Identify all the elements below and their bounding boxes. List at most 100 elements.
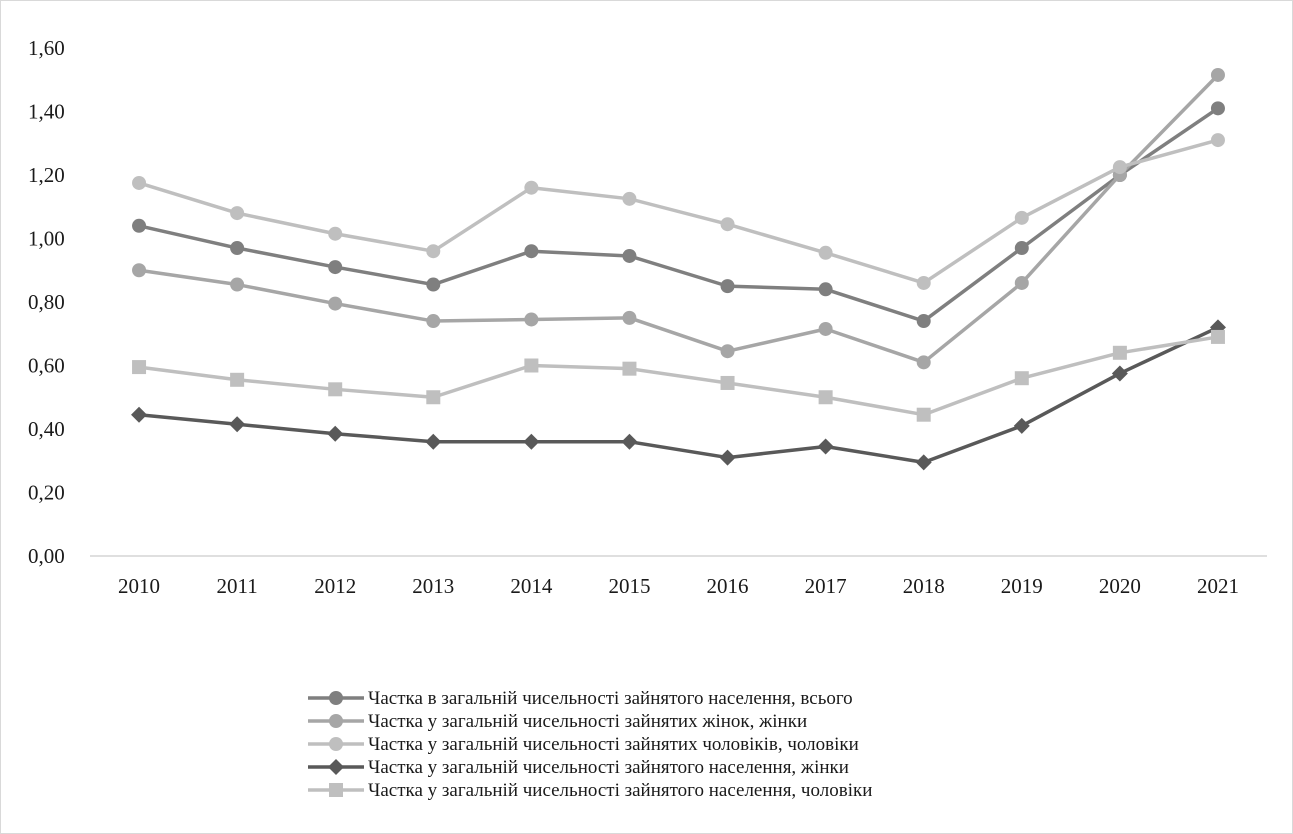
x-tick-label: 2015 [608, 574, 650, 598]
x-tick-label: 2019 [1001, 574, 1043, 598]
legend-label: Частка у загальній чисельності зайнятих … [368, 711, 807, 732]
data-point [425, 433, 442, 450]
series-line [138, 138, 1219, 285]
legend-marker [329, 714, 343, 728]
series-line [138, 73, 1220, 365]
data-point [622, 361, 637, 376]
data-point [916, 275, 931, 290]
data-point [132, 263, 147, 278]
data-point [523, 433, 540, 450]
data-point [1210, 133, 1225, 148]
legend-label: Частка у загальній чисельності зайнятого… [368, 780, 872, 801]
legend-entry: Частка у загальній чисельності зайнятих … [308, 734, 859, 755]
data-point [524, 180, 539, 195]
data-point [622, 248, 637, 263]
data-point [719, 449, 736, 466]
x-tick-label: 2010 [118, 574, 160, 598]
data-point [818, 282, 833, 297]
data-point [524, 312, 539, 327]
x-tick-label: 2017 [805, 574, 847, 598]
data-point [622, 310, 637, 325]
data-point [818, 390, 833, 405]
data-point [524, 358, 539, 373]
data-point [328, 260, 343, 275]
series-line [138, 106, 1219, 323]
data-point [621, 433, 638, 450]
data-point [916, 314, 931, 329]
x-tick-label: 2014 [510, 574, 553, 598]
data-point [818, 321, 833, 336]
data-point [1112, 345, 1127, 360]
legend-label: Частка у загальній чисельності зайнятого… [368, 757, 849, 778]
legend-marker [329, 737, 343, 751]
y-tick-label: 0,00 [28, 544, 65, 568]
x-tick-label: 2011 [217, 574, 258, 598]
data-point [720, 217, 735, 232]
data-point [1210, 67, 1225, 82]
legend-entry: Частка у загальній чисельності зайнятих … [308, 711, 807, 732]
x-tick-label: 2020 [1099, 574, 1141, 598]
data-point [818, 245, 833, 260]
data-point [426, 277, 441, 292]
data-point [131, 406, 148, 423]
x-tick-label: 2013 [412, 574, 454, 598]
data-point [524, 244, 539, 259]
series-2 [132, 67, 1225, 370]
legend-entry: Частка в загальній чисельності зайнятого… [308, 688, 853, 709]
y-tick-label: 1,60 [28, 36, 65, 60]
data-point [915, 454, 932, 471]
data-point [132, 360, 147, 375]
data-point [817, 438, 834, 455]
y-tick-label: 1,40 [28, 100, 65, 124]
data-point [1112, 160, 1127, 175]
x-tick-label: 2018 [903, 574, 945, 598]
series-4 [131, 319, 1226, 471]
data-point [720, 375, 735, 390]
data-point [1210, 329, 1225, 344]
data-point [916, 355, 931, 370]
series-5 [132, 329, 1225, 422]
data-point [426, 314, 441, 329]
data-point [230, 241, 245, 256]
legend: Частка в загальній чисельності зайнятого… [308, 688, 872, 801]
data-point [328, 382, 343, 397]
data-point [720, 344, 735, 359]
data-point [327, 425, 344, 442]
legend-marker [328, 759, 344, 775]
data-point [1014, 275, 1029, 290]
data-point [720, 279, 735, 294]
y-tick-label: 0,40 [28, 417, 65, 441]
series-line [138, 335, 1219, 417]
data-point [230, 206, 245, 221]
data-point [229, 416, 246, 433]
y-tick-label: 1,20 [28, 163, 65, 187]
data-point [132, 175, 147, 190]
legend-marker [329, 691, 343, 705]
data-point [230, 277, 245, 292]
data-point [916, 407, 931, 422]
y-tick-label: 0,60 [28, 354, 65, 378]
y-tick-label: 0,20 [28, 481, 65, 505]
x-tick-label: 2021 [1197, 574, 1239, 598]
legend-entry: Частка у загальній чисельності зайнятого… [308, 757, 849, 778]
data-point [426, 244, 441, 259]
data-point [1210, 101, 1225, 116]
data-point [1014, 241, 1029, 256]
data-point [1014, 210, 1029, 225]
data-point [328, 226, 343, 241]
legend-entry: Частка у загальній чисельності зайнятого… [308, 780, 872, 801]
axis-layer: 0,00 0,20 0,40 0,60 0,80 1,00 1,20 1,40 1,60 2010… [28, 36, 1267, 598]
data-point [426, 390, 441, 405]
data-point [328, 296, 343, 311]
legend-label: Частка в загальній чисельності зайнятого… [368, 688, 853, 709]
series-layer [131, 67, 1226, 471]
series-line [138, 325, 1219, 465]
x-tick-label: 2016 [707, 574, 749, 598]
data-point [1014, 371, 1029, 386]
x-tick-label: 2012 [314, 574, 356, 598]
series-3 [132, 133, 1225, 290]
legend-marker [329, 783, 343, 797]
data-point [1013, 417, 1030, 434]
